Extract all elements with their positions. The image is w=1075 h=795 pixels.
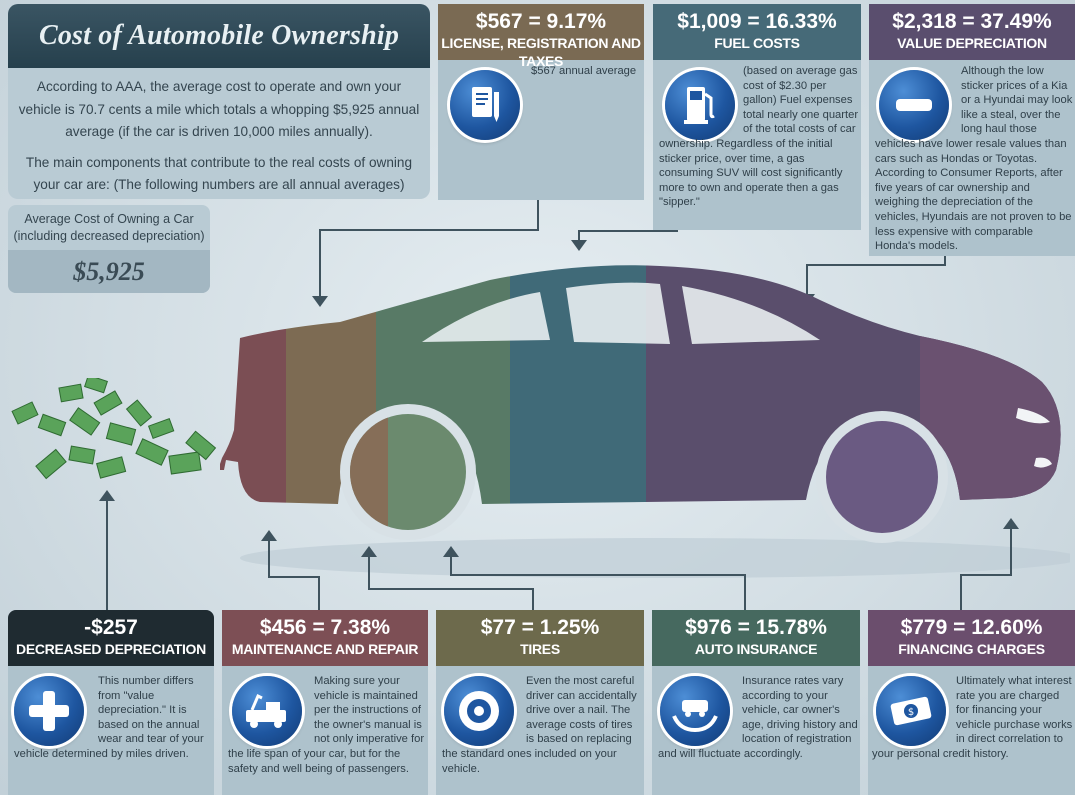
card-header: $779 = 12.60% FINANCING CHARGES [868, 610, 1075, 666]
tire-icon [444, 676, 514, 746]
gas-pump-icon [665, 70, 735, 140]
hands-car-icon [660, 676, 730, 746]
connector-line [368, 588, 534, 590]
connector-line [537, 200, 539, 230]
card-amount: $1,009 = 16.33% [677, 10, 837, 33]
card-text: Although the low sticker prices of a Kia… [875, 65, 1073, 253]
connector-line [960, 574, 1012, 576]
card-category: LICENSE, REGISTRATION AND TAXES [441, 35, 641, 69]
connector-line [318, 576, 320, 610]
card-category: FINANCING CHARGES [898, 641, 1045, 657]
connector-line [578, 230, 580, 242]
average-cost-label: Average Cost of Owning a Car (including … [13, 212, 205, 243]
connector-line [106, 500, 108, 610]
minus-icon [879, 70, 949, 140]
money-bill-icon: $ [876, 676, 946, 746]
connector-line [960, 574, 962, 610]
card-category: AUTO INSURANCE [694, 641, 818, 657]
connector-line [319, 229, 539, 231]
card-category: TIRES [520, 641, 560, 657]
connector-line [578, 230, 678, 232]
card-text: Insurance rates vary according to your v… [658, 675, 858, 760]
card-decreased-depreciation: -$257 DECREASED DEPRECIATION This number… [8, 610, 214, 795]
card-tires: $77 = 1.25% TIRES Even the most careful … [436, 610, 644, 795]
card-category: VALUE DEPRECIATION [897, 35, 1047, 51]
connector-line [450, 556, 452, 576]
card-maintenance: $456 = 7.38% MAINTENANCE AND REPAIR Maki… [222, 610, 428, 795]
money-cluster-image [11, 378, 217, 480]
card-header: $567 = 9.17% LICENSE, REGISTRATION AND T… [438, 4, 644, 69]
card-amount: -$257 [84, 616, 138, 639]
card-header: -$257 DECREASED DEPRECIATION [8, 610, 214, 666]
card-header: $77 = 1.25% TIRES [436, 610, 644, 666]
page-title: Cost of Automobile Ownership [38, 20, 400, 51]
card-text: Ultimately what interest rate you are ch… [872, 675, 1073, 760]
card-fuel: $1,009 = 16.33% FUEL COSTS (based on ave… [653, 4, 861, 230]
svg-text:$: $ [908, 707, 914, 718]
arrow-down-icon [571, 240, 587, 251]
connector-line [319, 229, 321, 299]
document-pen-icon [450, 70, 520, 140]
average-cost-value: $5,925 [8, 250, 210, 293]
connector-line [944, 256, 946, 266]
connector-line [368, 556, 370, 590]
card-amount: $779 = 12.60% [900, 616, 1043, 639]
arrow-up-icon [1003, 518, 1019, 529]
card-amount: $2,318 = 37.49% [892, 10, 1052, 33]
connector-line [268, 540, 270, 578]
card-depreciation: $2,318 = 37.49% VALUE DEPRECIATION Altho… [869, 4, 1075, 256]
card-insurance: $976 = 15.78% AUTO INSURANCE Insurance r… [652, 610, 860, 795]
card-amount: $976 = 15.78% [685, 616, 827, 639]
connector-line [268, 576, 320, 578]
title-bar: Cost of Automobile Ownership [8, 4, 430, 68]
arrow-up-icon [443, 546, 459, 557]
connector-line [806, 264, 808, 296]
arrow-up-icon [261, 530, 277, 541]
card-amount: $77 = 1.25% [480, 616, 600, 639]
connector-line [532, 588, 534, 610]
card-header: $456 = 7.38% MAINTENANCE AND REPAIR [222, 610, 428, 666]
card-category: FUEL COSTS [714, 35, 800, 51]
card-amount: $567 = 9.17% [475, 10, 607, 33]
plus-icon [14, 676, 84, 746]
connector-line [744, 574, 746, 610]
intro-paragraph-1: According to AAA, the average cost to op… [18, 79, 420, 139]
connector-line [450, 574, 746, 576]
car-illustration [220, 265, 1070, 578]
card-header: $976 = 15.78% AUTO INSURANCE [652, 610, 860, 666]
card-text: Making sure your vehicle is maintained p… [228, 675, 425, 775]
card-text: (based on average gas cost of $2.30 per … [659, 65, 859, 209]
tow-truck-icon [232, 676, 302, 746]
arrow-up-icon [361, 546, 377, 557]
card-header: $2,318 = 37.49% VALUE DEPRECIATION [869, 4, 1075, 60]
card-text: This number differs from "value deprecia… [14, 675, 204, 760]
card-financing: $779 = 12.60% FINANCING CHARGES $ Ultima… [868, 610, 1075, 795]
connector-line [806, 264, 946, 266]
card-text: Even the most careful driver can acciden… [442, 675, 637, 775]
card-category: MAINTENANCE AND REPAIR [231, 641, 419, 657]
intro-paragraph-2: The main components that contribute to t… [25, 154, 413, 193]
arrow-up-icon [99, 490, 115, 501]
intro-panel: Cost of Automobile Ownership According t… [8, 4, 430, 199]
connector-line [1010, 528, 1012, 576]
card-text: $567 annual average [531, 65, 637, 77]
card-license: $567 = 9.17% LICENSE, REGISTRATION AND T… [438, 4, 644, 200]
card-amount: $456 = 7.38% [259, 616, 391, 639]
card-header: $1,009 = 16.33% FUEL COSTS [653, 4, 861, 60]
average-cost-panel: Average Cost of Owning a Car (including … [8, 205, 210, 293]
arrow-down-icon [312, 296, 328, 307]
card-category: DECREASED DEPRECIATION [16, 641, 206, 657]
